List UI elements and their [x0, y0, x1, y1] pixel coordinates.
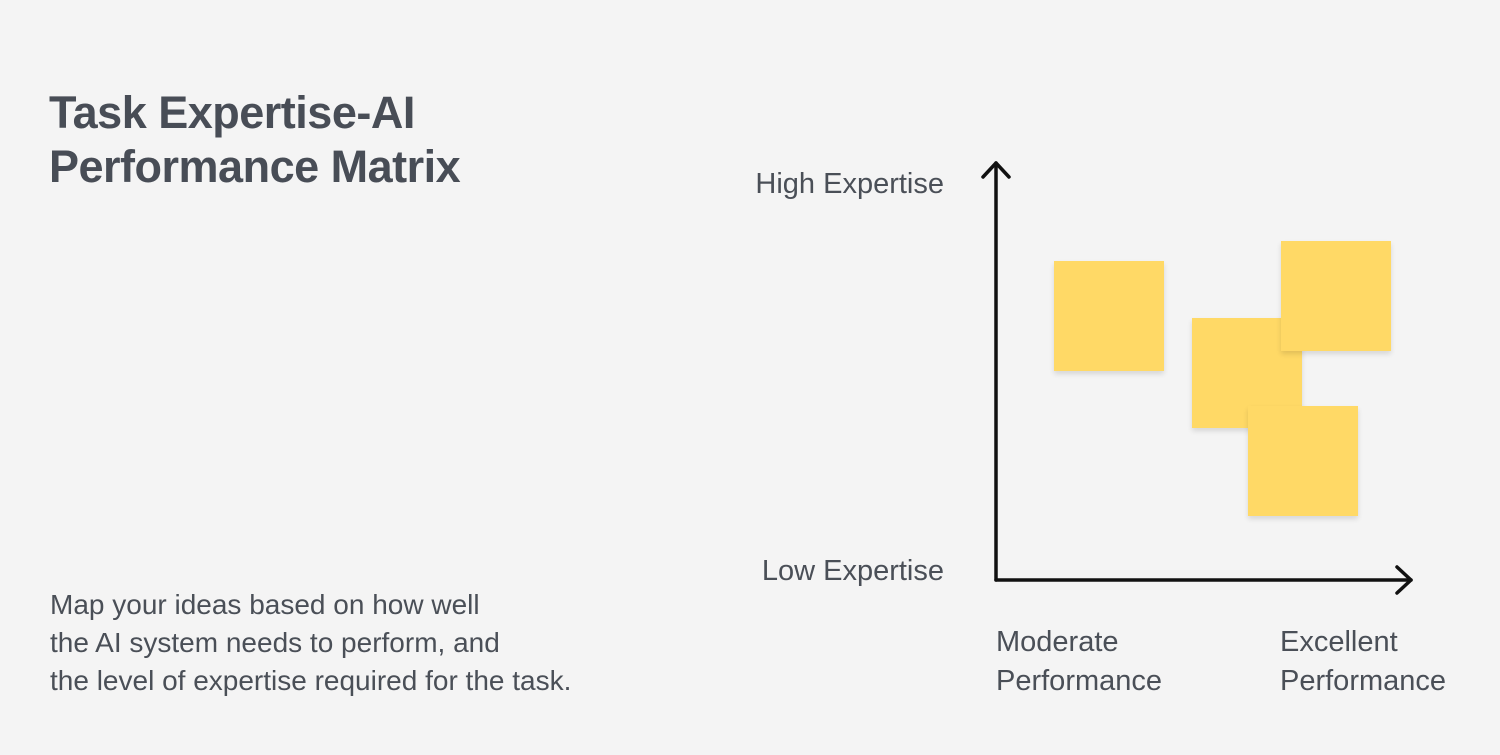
title-line-2: Performance Matrix	[49, 141, 461, 192]
y-axis-arrowhead	[981, 161, 1011, 179]
sticky-note[interactable]	[1054, 261, 1164, 371]
excellent-performance-label: Excellent Performance	[1280, 623, 1446, 701]
excellent-label-line-2: Performance	[1280, 665, 1447, 697]
high-expertise-label: High Expertise	[755, 168, 944, 200]
description: Map your ideas based on how well the AI …	[50, 586, 690, 700]
moderate-label-line-2: Performance	[996, 665, 1163, 697]
page-title: Task Expertise-AI Performance Matrix	[49, 86, 609, 194]
title-line-1: Task Expertise-AI	[49, 87, 415, 138]
description-line-2: the AI system needs to perform, and	[50, 627, 500, 658]
sticky-note[interactable]	[1281, 241, 1391, 351]
low-expertise-label: Low Expertise	[761, 555, 944, 587]
moderate-performance-label: Moderate Performance	[996, 623, 1162, 701]
moderate-label-line-1: Moderate	[996, 626, 1119, 658]
description-line-1: Map your ideas based on how well	[50, 589, 480, 620]
excellent-label-line-1: Excellent	[1280, 626, 1398, 658]
description-line-3: the level of expertise required for the …	[50, 665, 572, 696]
x-axis-arrowhead	[1395, 565, 1413, 595]
sticky-note[interactable]	[1248, 406, 1358, 516]
